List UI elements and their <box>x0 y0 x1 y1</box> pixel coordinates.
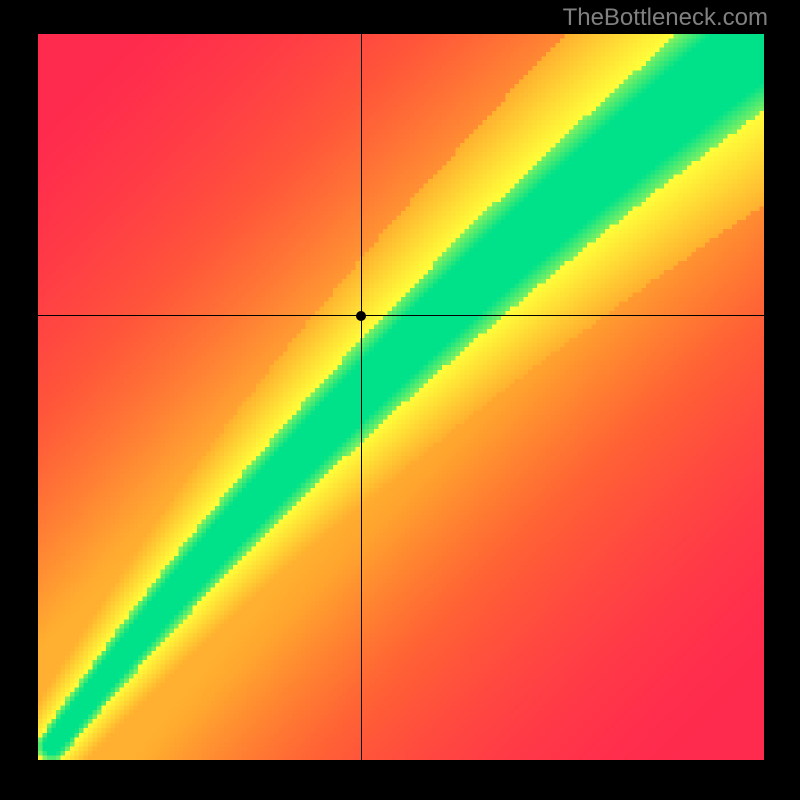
bottleneck-heatmap <box>38 34 764 760</box>
crosshair-horizontal <box>38 315 764 316</box>
crosshair-marker <box>356 311 366 321</box>
crosshair-vertical <box>361 34 362 760</box>
watermark-text: TheBottleneck.com <box>563 4 768 32</box>
